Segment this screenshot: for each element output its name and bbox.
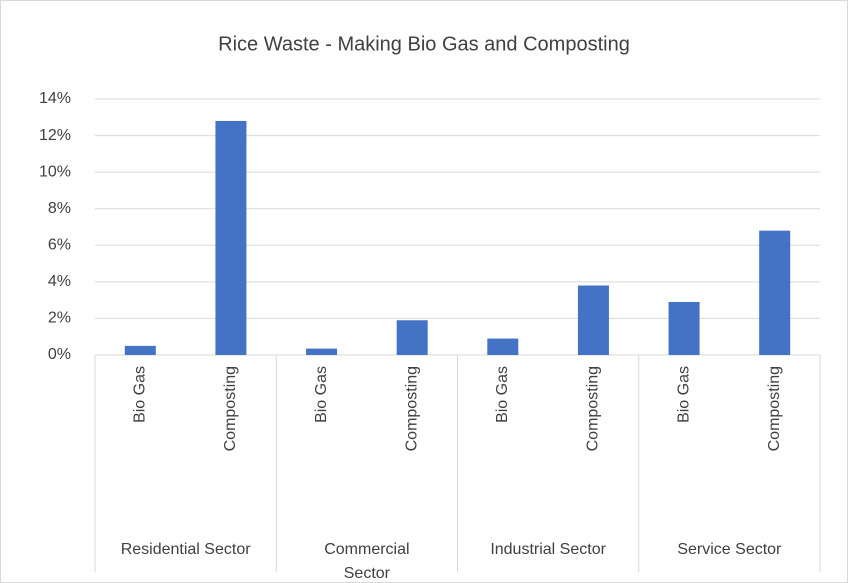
y-tick-label: 14% (39, 90, 71, 107)
x-tick-label: Composting (403, 366, 420, 451)
x-tick-label: Bio Gas (132, 366, 149, 423)
bar (487, 338, 519, 355)
x-tick-label: Bio Gas (675, 366, 692, 423)
bar (396, 320, 428, 355)
x-tick-label: Composting (585, 366, 602, 451)
x-tick-label: Bio Gas (313, 366, 330, 423)
group-label: Residential Sector (120, 541, 251, 558)
bar (124, 345, 156, 355)
bar (668, 301, 700, 355)
group-label: Service Sector (677, 541, 782, 558)
bar (306, 348, 338, 355)
bar (759, 230, 791, 355)
x-tick-label: Bio Gas (494, 366, 511, 423)
y-tick-label: 6% (48, 237, 71, 254)
x-tick-label: Composting (222, 366, 239, 451)
bar (215, 120, 247, 355)
y-tick-label: 4% (48, 273, 71, 290)
y-tick-label: 12% (39, 127, 71, 144)
y-tick-label: 2% (48, 310, 71, 327)
chart-title: Rice Waste - Making Bio Gas and Composti… (218, 33, 630, 55)
y-tick-label: 10% (39, 163, 71, 180)
bar (577, 285, 609, 355)
y-tick-label: 0% (48, 346, 71, 363)
group-label: Commercial Sector (324, 541, 410, 582)
y-tick-label: 8% (48, 200, 71, 217)
group-label: Industrial Sector (490, 541, 606, 558)
x-tick-label: Composting (766, 366, 783, 451)
